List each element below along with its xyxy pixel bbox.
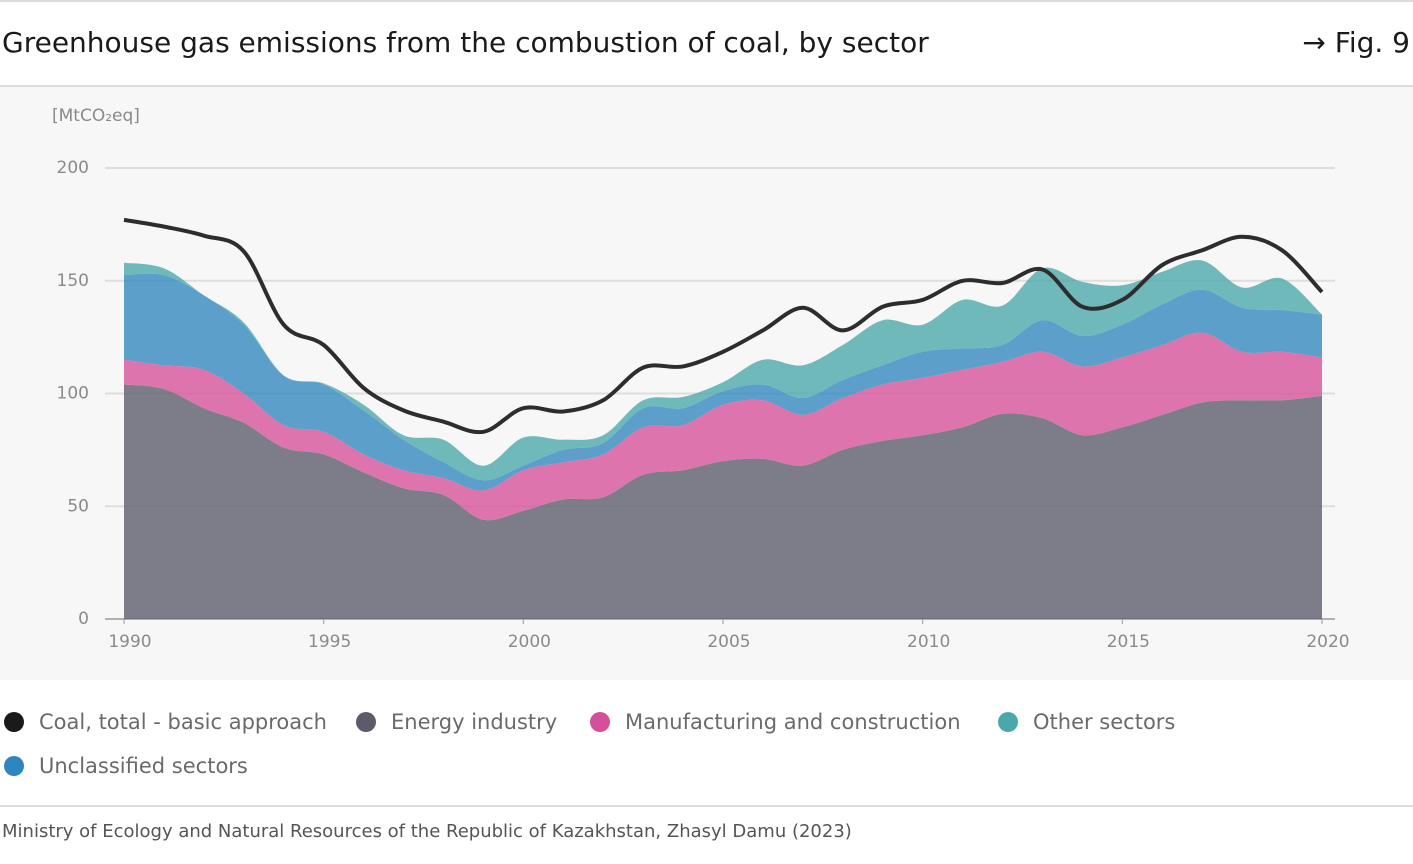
x-tick-label: 1995 xyxy=(308,632,351,652)
x-tick-label: 2010 xyxy=(907,632,950,652)
source: Ministry of Ecology and Natural Resource… xyxy=(2,821,852,842)
x-tick-label: 1990 xyxy=(108,632,151,652)
area xyxy=(124,332,1322,521)
y-tick-label: 50 xyxy=(67,496,89,516)
y-tick-label: 150 xyxy=(57,271,89,291)
legend-label: Coal, total - basic approach xyxy=(39,710,327,734)
area xyxy=(124,273,1322,491)
y-axis-label: [MtCO₂eq] xyxy=(52,106,140,126)
chart-title: Greenhouse gas emissions from the combus… xyxy=(2,26,929,59)
y-tick-label: 100 xyxy=(57,384,89,404)
areas xyxy=(124,260,1322,619)
area xyxy=(124,260,1322,481)
y-tick-label: 200 xyxy=(57,158,89,178)
x-tick-label: 2000 xyxy=(508,632,551,652)
y-tick-label: 0 xyxy=(78,609,89,629)
legend-swatch xyxy=(590,712,610,732)
figure-label: → Fig. 9 xyxy=(1302,26,1410,59)
legend-swatch xyxy=(4,756,24,776)
legend-label: Unclassified sectors xyxy=(39,754,248,778)
x-tick-label: 2015 xyxy=(1107,632,1150,652)
legend-swatch xyxy=(998,712,1018,732)
legend-swatch xyxy=(4,712,24,732)
x-tick-label: 2005 xyxy=(707,632,750,652)
area xyxy=(124,384,1322,619)
legend-label: Energy industry xyxy=(391,710,557,734)
legend-swatch xyxy=(356,712,376,732)
legend-label: Manufacturing and construction xyxy=(625,710,961,734)
x-tick-label: 2020 xyxy=(1306,632,1349,652)
legend-label: Other sectors xyxy=(1033,710,1175,734)
total-line xyxy=(123,217,1324,435)
